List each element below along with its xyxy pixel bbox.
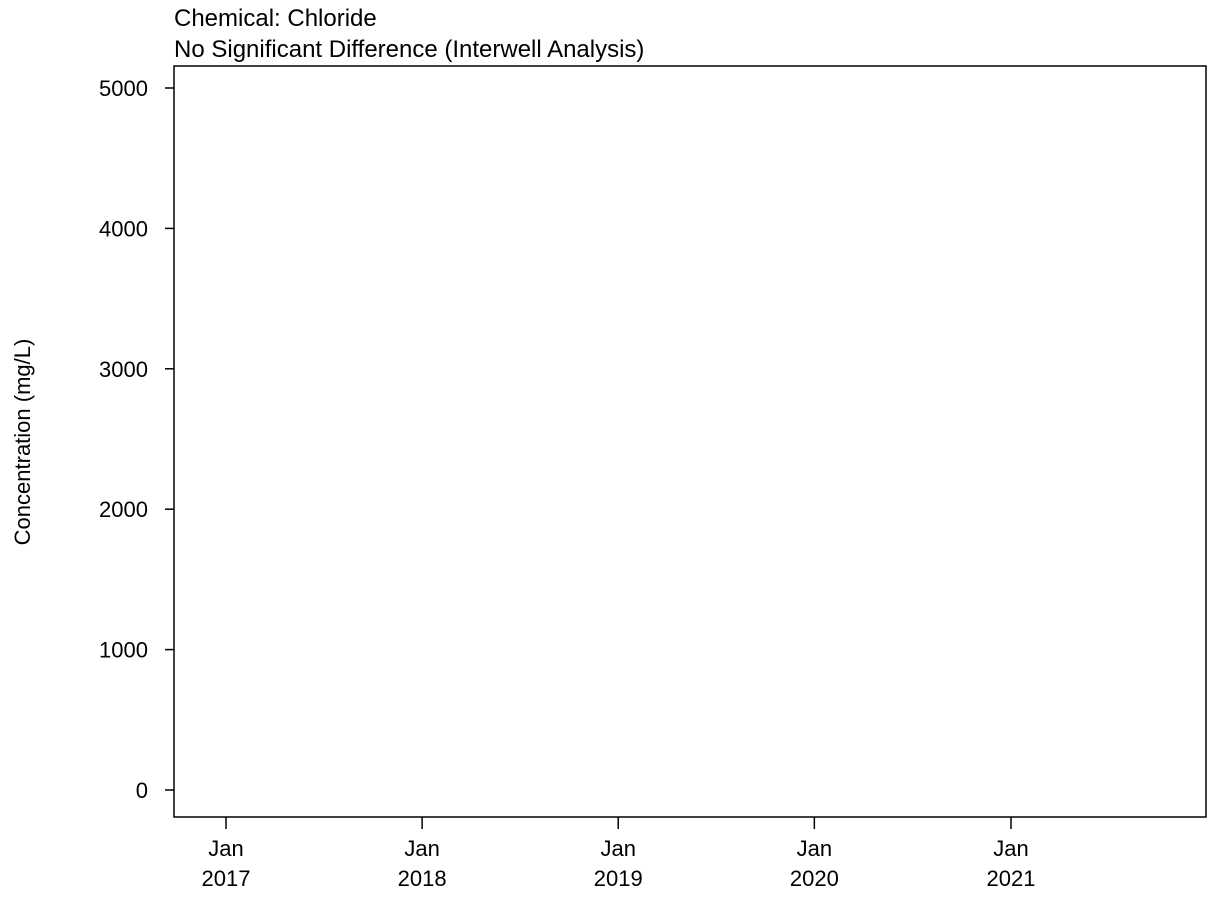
x-tick-label: 2020 (790, 866, 839, 891)
y-tick-label: 3000 (99, 357, 148, 382)
x-tick-label: 2018 (398, 866, 447, 891)
x-tick-label: Jan (797, 836, 832, 861)
x-axis: Jan 2017 Jan 2018 Jan 2019 Jan 2020 Jan 2021 (202, 817, 1036, 891)
chart-subtitle: No Significant Difference (Interwell Ana… (174, 36, 644, 63)
y-tick-label: 5000 (99, 76, 148, 101)
x-tick-label: Jan (600, 836, 635, 861)
y-tick-label: 1000 (99, 638, 148, 663)
x-tick-label: 2019 (594, 866, 643, 891)
x-tick-label: Jan (993, 836, 1028, 861)
x-tick-label: Jan (208, 836, 243, 861)
y-axis-label: Concentration (mg/L) (10, 339, 35, 546)
x-tick-label: 2017 (202, 866, 251, 891)
y-tick-label: 0 (136, 778, 148, 803)
x-tick-label: Jan (404, 836, 439, 861)
y-tick-label: 4000 (99, 216, 148, 241)
y-tick-label: 2000 (99, 497, 148, 522)
y-axis: 0 1000 2000 3000 4000 5000 (99, 76, 174, 803)
plot-area-frame (173, 65, 1207, 818)
x-tick-label: 2021 (987, 866, 1036, 891)
chart-title: Chemical: Chloride (174, 5, 377, 32)
